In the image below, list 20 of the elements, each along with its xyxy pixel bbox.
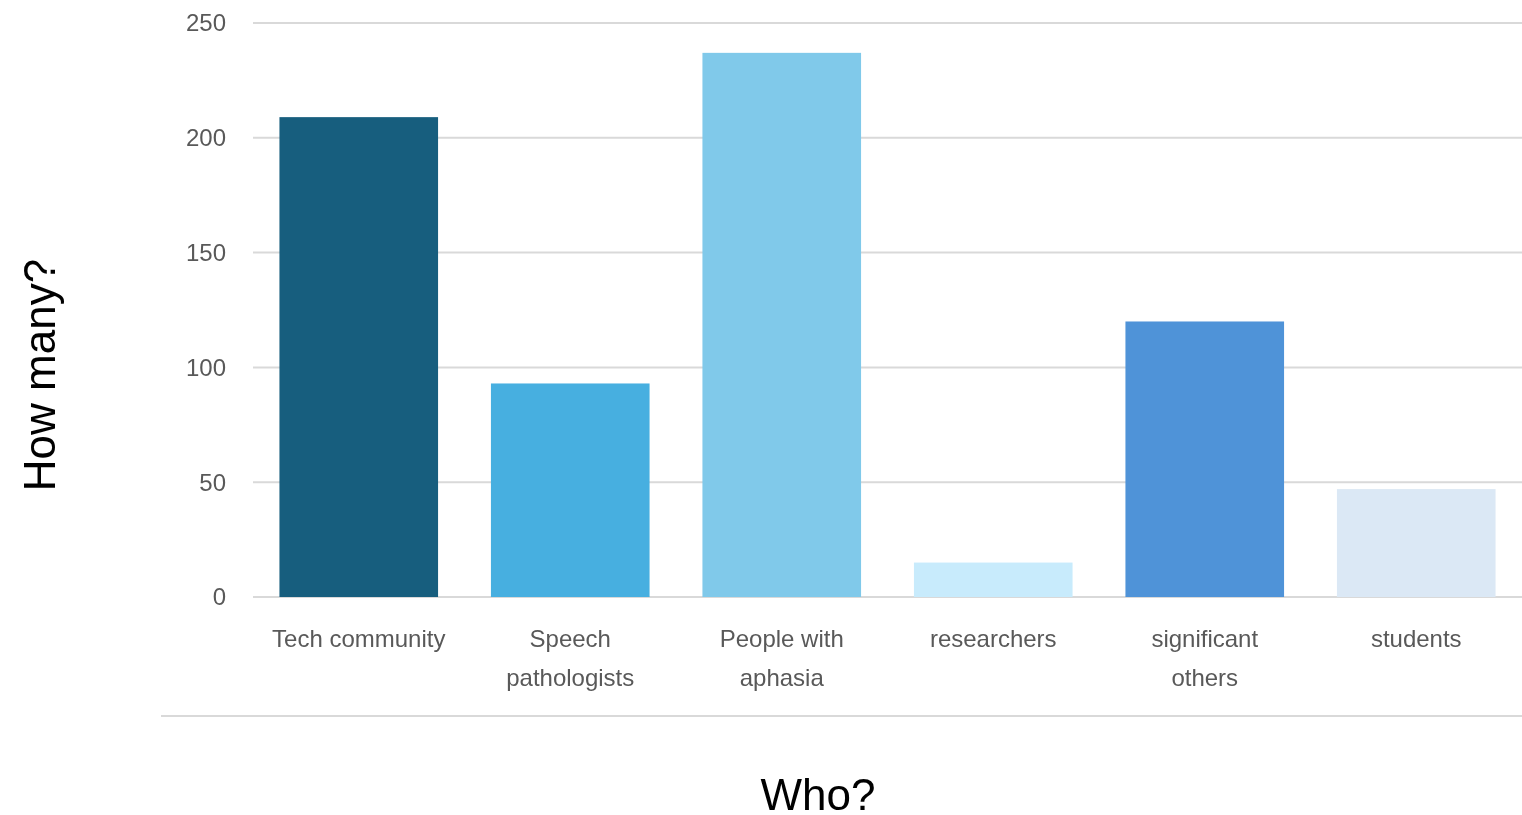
x-tick-label: students	[1370, 625, 1462, 652]
x-tick-label: significant others	[1151, 625, 1259, 691]
bar	[490, 383, 650, 597]
y-tick-label: 50	[199, 468, 226, 496]
x-tick-label: Tech community	[272, 625, 446, 652]
bar	[1336, 489, 1496, 597]
bar	[279, 117, 439, 597]
bar	[1125, 321, 1285, 597]
x-axis-title: Who?	[760, 770, 876, 815]
y-tick-label: 0	[212, 583, 226, 611]
y-axis-title: How many?	[15, 258, 64, 492]
bar	[702, 52, 862, 597]
bar	[913, 562, 1073, 597]
x-tick-label: Speech pathologists	[506, 625, 635, 691]
y-tick-label: 150	[185, 239, 226, 266]
x-tick-label: researchers	[929, 625, 1057, 652]
y-tick-label: 200	[185, 124, 226, 152]
y-tick-label: 250	[185, 9, 226, 37]
y-tick-label: 100	[185, 353, 226, 381]
x-tick-label: People with aphasia	[719, 625, 844, 691]
